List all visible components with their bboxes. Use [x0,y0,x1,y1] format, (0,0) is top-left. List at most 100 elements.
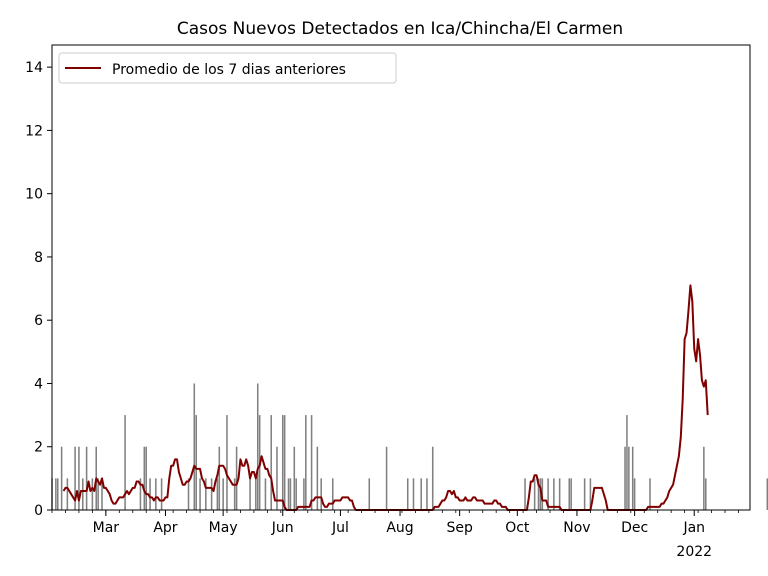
bar [406,478,409,510]
chart-title: Casos Nuevos Detectados en Ica/Chincha/E… [177,19,623,39]
bar [226,415,228,510]
bar [320,478,322,510]
bar [149,478,151,510]
bar [193,383,196,510]
x-tick-label: Sep [446,520,473,536]
y-tick-label: 10 [25,187,43,203]
bar [55,478,57,510]
bar [66,478,69,510]
bar [91,478,94,510]
y-tick-label: 0 [34,503,43,519]
bar [57,478,59,510]
x-tick-label: Jan [682,520,705,536]
x-tick-label: Nov [563,520,590,536]
bar [233,478,236,510]
bar [310,415,313,510]
bar [558,478,561,510]
bar [287,478,290,510]
bar [143,446,146,510]
bar [293,446,296,510]
y-tick-label: 4 [34,376,43,392]
legend-label: Promedio de los 7 dias anteriores [112,62,346,78]
bar [187,478,190,510]
bar [537,478,540,510]
bar [205,478,207,510]
bar [553,478,555,510]
bar [78,446,80,510]
x-tick-label: May [209,520,238,536]
bar [124,415,126,510]
bar [283,415,286,510]
bar [74,446,76,510]
bar [281,415,284,510]
bar [82,478,84,510]
y-tick-label: 8 [34,250,43,266]
bar [145,446,147,510]
bar [426,478,428,510]
bar [589,478,592,510]
x-tick-label: Apr [153,520,177,536]
bar [703,446,705,510]
bar [570,478,572,510]
bar [97,478,99,510]
bar [368,478,371,510]
bar [60,446,63,510]
bar [101,478,103,510]
bar [264,478,267,510]
x-tick-label: Oct [505,520,530,536]
legend: Promedio de los 7 dias anteriores [58,52,397,84]
axes-frame [51,44,751,511]
bar [631,446,634,510]
bar [568,478,571,510]
bar [649,478,651,510]
bar [256,383,259,510]
legend-frame [58,52,397,84]
bar [195,415,197,510]
x-tick-label: Aug [386,520,413,536]
bar [235,446,238,510]
bar [628,446,630,510]
y-tick-label: 14 [25,60,43,76]
bar [331,478,334,510]
bar [155,478,157,510]
bar [583,478,586,510]
x-tick-sublabel: 2022 [676,544,712,560]
y-tick-label: 2 [34,440,43,456]
bar [303,478,305,510]
bar [385,446,388,510]
bar [420,478,422,510]
y-tick-label: 6 [34,313,43,329]
bar [316,446,319,510]
x-tick-label: Mar [93,520,120,536]
bar [626,415,628,510]
bar [431,446,434,510]
bar [533,478,536,510]
bar [222,478,224,510]
bar [210,478,213,510]
axes-layer: 0 2 4 6 8 10 12 14 Mar Apr May Jun Jul Aug Sep Oct Nov De… [25,44,751,560]
bar [216,478,219,510]
bar [199,478,201,510]
bar [160,478,163,510]
x-tick-label: Jun [271,520,294,536]
bar [305,415,307,510]
bar [255,478,257,510]
x-tick-label: Dec [621,520,648,536]
bar [218,446,221,510]
bar [295,478,297,510]
y-tick-label: 12 [25,123,43,139]
bar [705,478,707,510]
bar [289,478,292,510]
bar [249,478,251,510]
bar [766,478,768,510]
bar [276,446,278,510]
bar [270,415,272,510]
bar [624,446,626,510]
bars-layer [51,383,768,510]
bar [547,478,549,510]
bar [85,446,88,510]
bar [139,478,142,510]
x-tick-label: Jul [331,520,349,536]
